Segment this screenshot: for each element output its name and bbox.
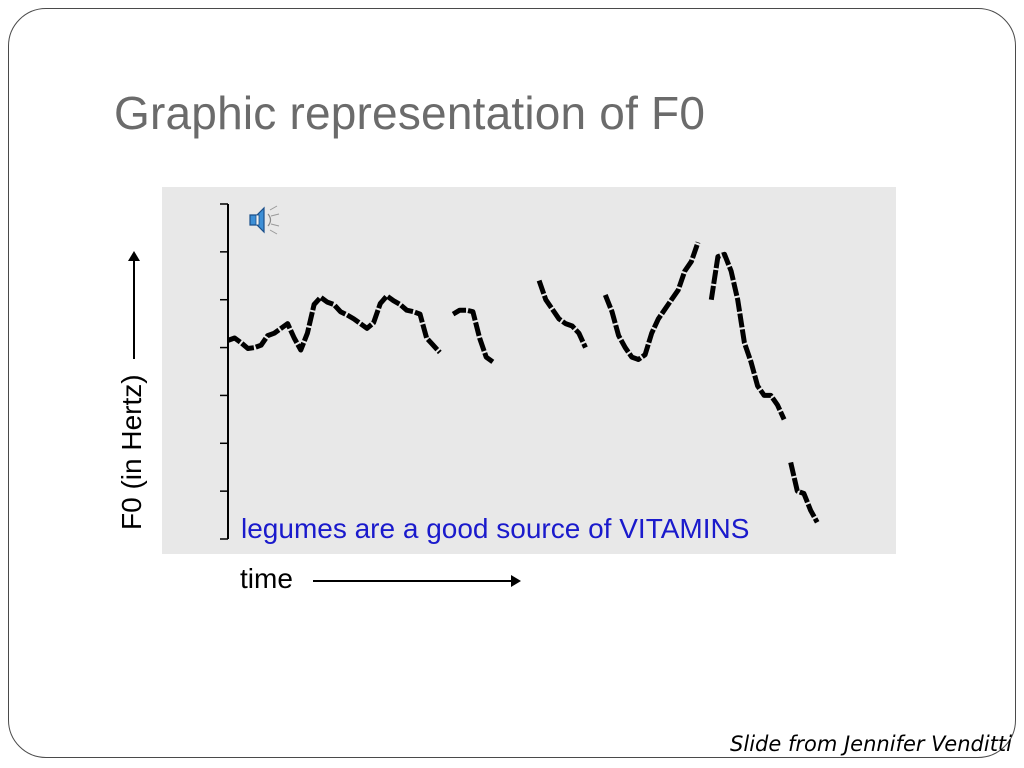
y-axis-label-wrap: F0 (in Hertz) — [112, 225, 152, 530]
x-axis-label: time — [240, 563, 523, 595]
f0-trace-segment-3 — [536, 279, 588, 349]
slide-frame — [8, 8, 1016, 758]
f0-trace-segment-5 — [708, 251, 787, 421]
f0-trace-segment-1 — [227, 293, 442, 355]
f0-trace-segment-6 — [788, 461, 820, 524]
slide-title: Graphic representation of F0 — [114, 87, 706, 139]
speaker-icon[interactable] — [246, 202, 282, 238]
slide-credit: Slide from Jennifer Venditti — [730, 732, 1012, 756]
y-axis-label: F0 (in Hertz) — [112, 225, 152, 530]
plot-panel: legumes are a good source of VITAMINS — [162, 187, 896, 554]
chart-caption: legumes are a good source of VITAMINS — [241, 513, 750, 544]
f0-trace-segment-2 — [451, 307, 495, 364]
x-axis-label-text: time — [240, 563, 293, 594]
x-axis-arrow — [312, 574, 521, 587]
f0-trace-segment-4 — [602, 241, 701, 362]
y-axis-arrow — [127, 250, 140, 359]
y-axis-label-text: F0 (in Hertz) — [116, 374, 147, 530]
f0-chart — [220, 203, 820, 540]
